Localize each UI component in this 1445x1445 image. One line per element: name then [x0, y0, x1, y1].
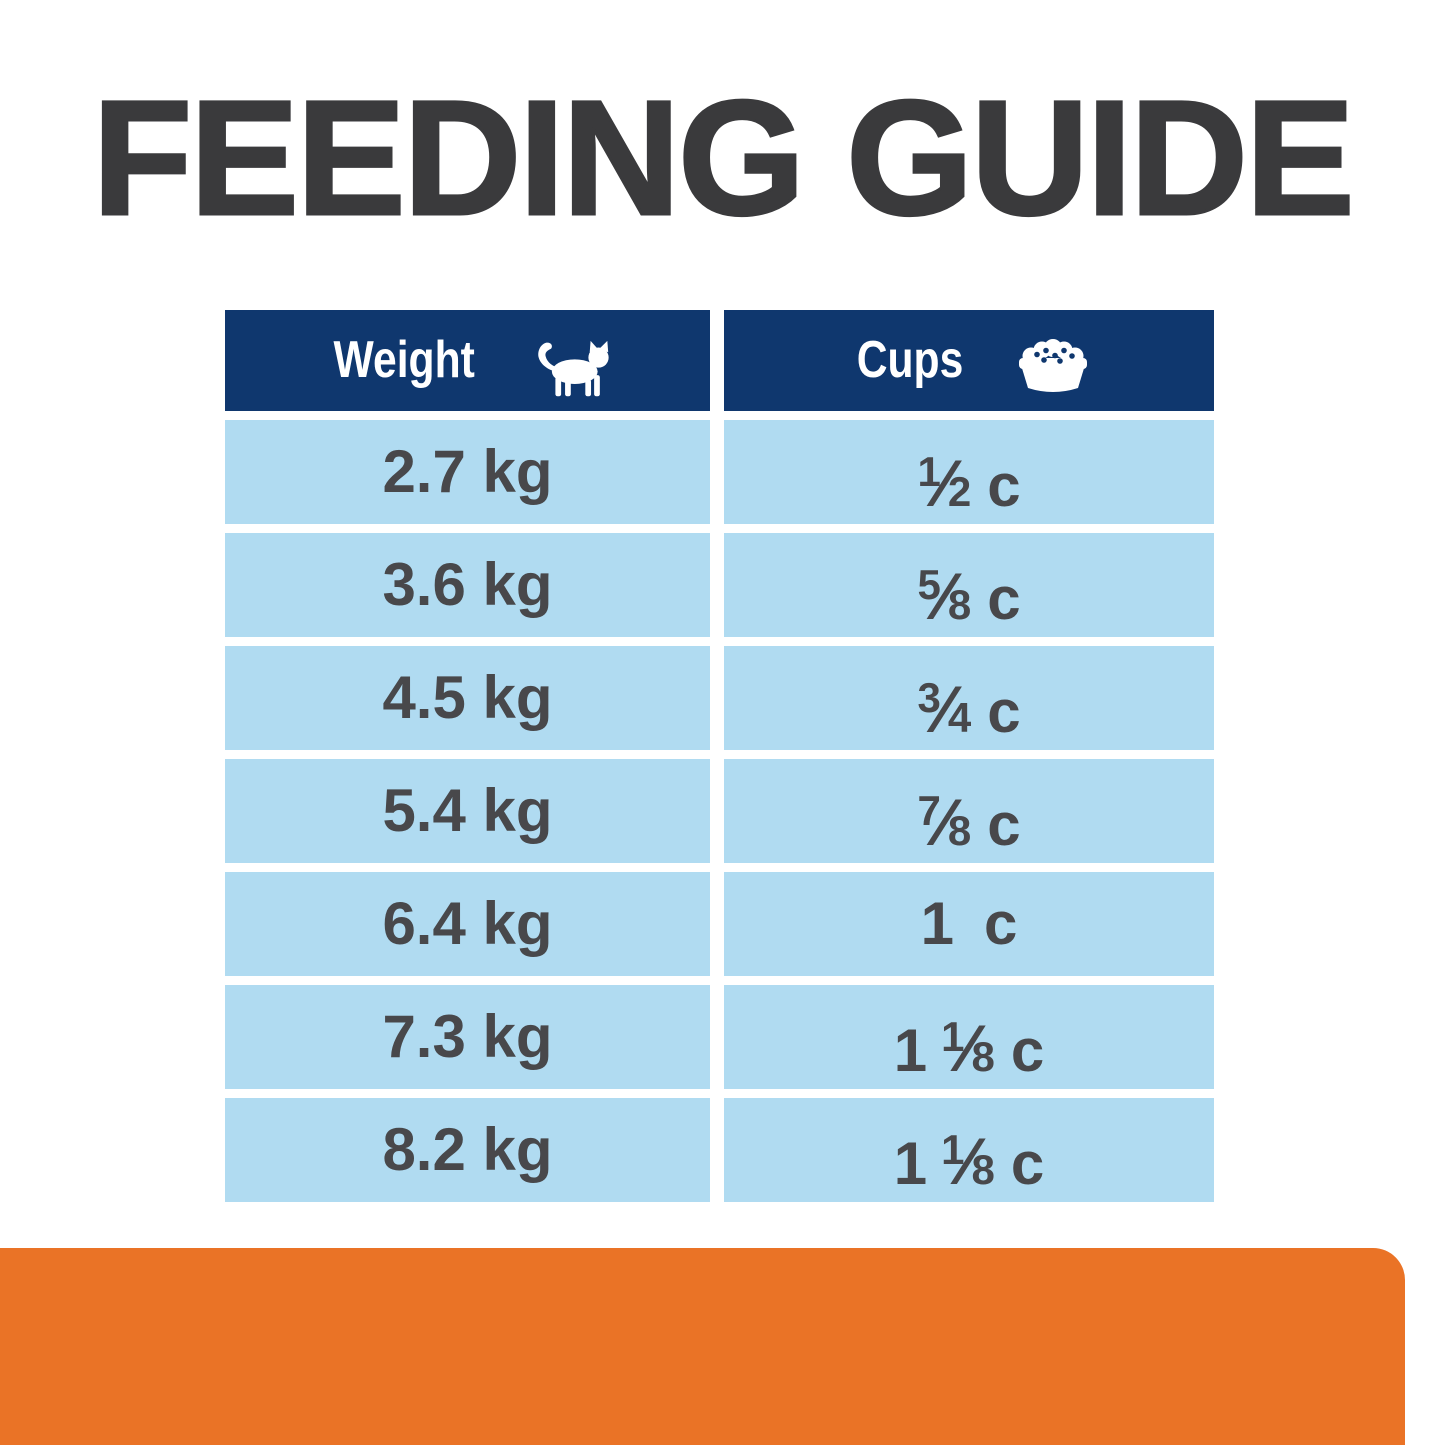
cups-fraction-denominator: 8: [947, 807, 972, 854]
cups-cell: 1 1⁄8 c: [724, 1098, 1214, 1202]
cups-cell: 1 1⁄8 c: [724, 985, 1214, 1089]
cups-unit: c: [987, 678, 1021, 745]
cups-cell: 3⁄4 c: [724, 646, 1214, 750]
cups-header-label: Cups: [856, 331, 964, 389]
cups-cell: 7⁄8 c: [724, 759, 1214, 863]
cups-unit: c: [987, 452, 1021, 519]
weight-cell: 4.5 kg: [225, 646, 710, 750]
cups-unit: c: [987, 565, 1021, 632]
cups-fraction-denominator: 4: [947, 694, 972, 741]
cat-icon: [537, 340, 609, 397]
cups-fraction-numerator: 5: [917, 561, 941, 608]
cups-fraction-denominator: 8: [971, 1033, 995, 1080]
weight-column-header: Weight: [225, 310, 710, 411]
cups-unit: c: [1010, 1130, 1045, 1197]
cups-unit: c: [1010, 1017, 1045, 1084]
weight-cell: 2.7 kg: [225, 420, 710, 524]
cups-fraction-numerator: 3: [917, 674, 941, 721]
cups-cell: 1⁄2 c: [724, 420, 1214, 524]
cups-fraction-slash: ⁄: [938, 672, 950, 746]
weight-cell: 8.2 kg: [225, 1098, 710, 1202]
weight-cell: 5.4 kg: [225, 759, 710, 863]
cups-fraction-denominator: 2: [947, 468, 972, 515]
cups-unit: c: [987, 791, 1021, 858]
cups-fraction-slash: ⁄: [938, 785, 950, 859]
feeding-guide-table: Weight Cups: [225, 310, 1214, 1202]
cups-fraction-denominator: 8: [947, 581, 972, 628]
cups-cell: 5⁄8 c: [724, 533, 1214, 637]
cups-fraction-numerator: 1: [941, 1013, 965, 1060]
page-title: FEEDING GUIDE: [91, 66, 1356, 249]
weight-cell: 7.3 kg: [225, 985, 710, 1089]
footer-orange-band: [0, 1248, 1405, 1445]
weight-header-label: Weight: [333, 331, 476, 389]
cups-fraction-numerator: 1: [941, 1126, 965, 1173]
cups-whole-number: 1: [893, 1130, 928, 1197]
cups-fraction-denominator: 8: [971, 1146, 995, 1193]
cups-fraction-slash: ⁄: [962, 1124, 974, 1198]
cups-fraction-slash: ⁄: [962, 1011, 974, 1085]
cups-fraction-numerator: 7: [917, 787, 941, 834]
cups-whole-number: 1: [893, 1017, 928, 1084]
cups-fraction-numerator: 1: [917, 448, 941, 495]
food-bowl-icon: [1019, 338, 1087, 392]
cups-unit: c: [984, 890, 1018, 957]
cups-fraction-slash: ⁄: [938, 446, 950, 520]
weight-cell: 3.6 kg: [225, 533, 710, 637]
cups-whole-number: 1: [920, 890, 954, 957]
cups-fraction-slash: ⁄: [938, 559, 950, 633]
weight-cell: 6.4 kg: [225, 872, 710, 976]
cups-column-header: Cups: [724, 310, 1214, 411]
